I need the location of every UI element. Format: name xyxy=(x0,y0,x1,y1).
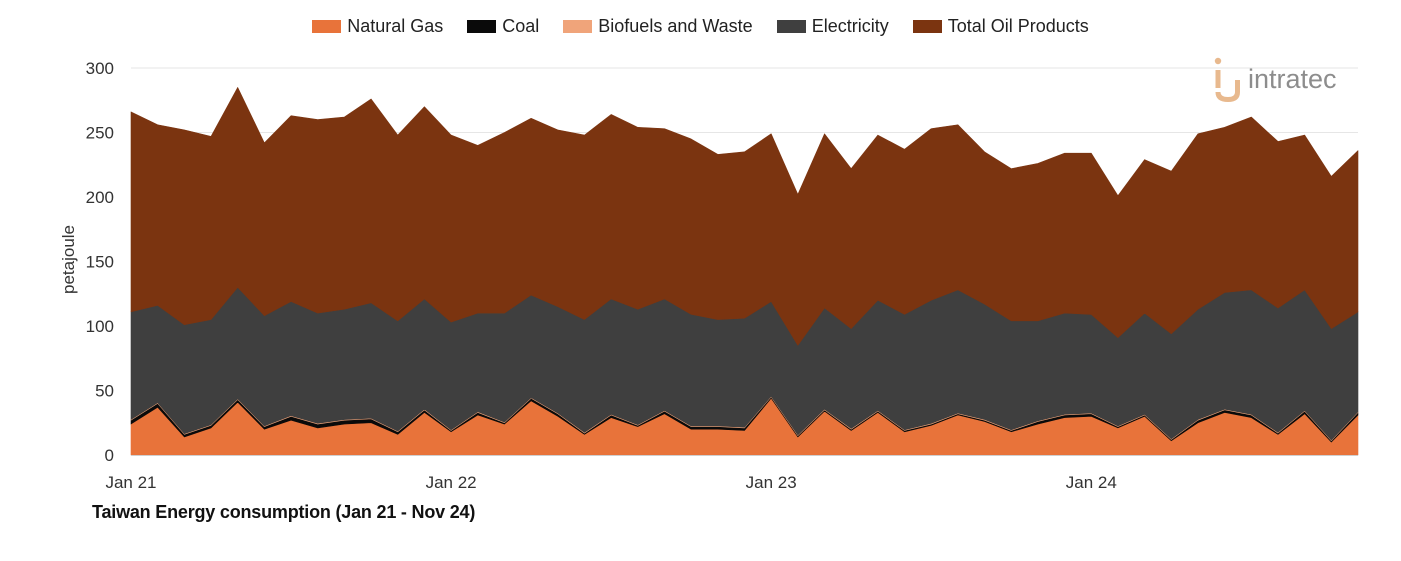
legend-swatch-natural-gas xyxy=(312,20,342,33)
legend-swatch-biofuels xyxy=(563,20,593,33)
chart-legend: Natural Gas Coal Biofuels and Waste Elec… xyxy=(0,16,1401,37)
logo-mark-icon xyxy=(1214,57,1240,102)
x-tick-label-jan-24: Jan 24 xyxy=(1066,473,1117,492)
x-tick-label-jan-22: Jan 22 xyxy=(426,473,477,492)
legend-item-coal[interactable]: Coal xyxy=(467,16,539,37)
y-tick-label-250: 250 xyxy=(86,124,114,143)
legend-item-natural-gas[interactable]: Natural Gas xyxy=(312,16,443,37)
y-tick-label-50: 50 xyxy=(95,382,114,401)
legend-label-coal: Coal xyxy=(502,16,540,36)
legend-swatch-electricity xyxy=(776,20,806,33)
y-tick-label-200: 200 xyxy=(86,188,114,207)
legend-label-natural-gas: Natural Gas xyxy=(347,16,444,36)
x-tick-label-jan-23: Jan 23 xyxy=(746,473,797,492)
legend-label-total-oil: Total Oil Products xyxy=(947,16,1089,36)
y-tick-label-300: 300 xyxy=(86,59,114,78)
y-tick-label-150: 150 xyxy=(86,253,114,272)
y-axis-label: petajoule xyxy=(59,225,78,294)
y-tick-label-100: 100 xyxy=(86,317,114,336)
legend-label-biofuels: Biofuels and Waste xyxy=(598,16,753,36)
x-tick-label-jan-21: Jan 21 xyxy=(105,473,156,492)
y-tick-label-0: 0 xyxy=(105,446,114,465)
intratec-logo: intratec xyxy=(1212,54,1337,104)
legend-label-electricity: Electricity xyxy=(811,16,889,36)
legend-item-electricity[interactable]: Electricity xyxy=(776,16,889,37)
legend-item-biofuels[interactable]: Biofuels and Waste xyxy=(563,16,753,37)
legend-swatch-total-oil xyxy=(912,20,942,33)
area-total-oil-products xyxy=(130,87,1359,346)
logo-text: intratec xyxy=(1248,63,1337,94)
legend-swatch-coal xyxy=(467,20,497,33)
chart-caption: Taiwan Energy consumption (Jan 21 - Nov … xyxy=(92,502,476,522)
legend-item-total-oil[interactable]: Total Oil Products xyxy=(912,16,1089,37)
